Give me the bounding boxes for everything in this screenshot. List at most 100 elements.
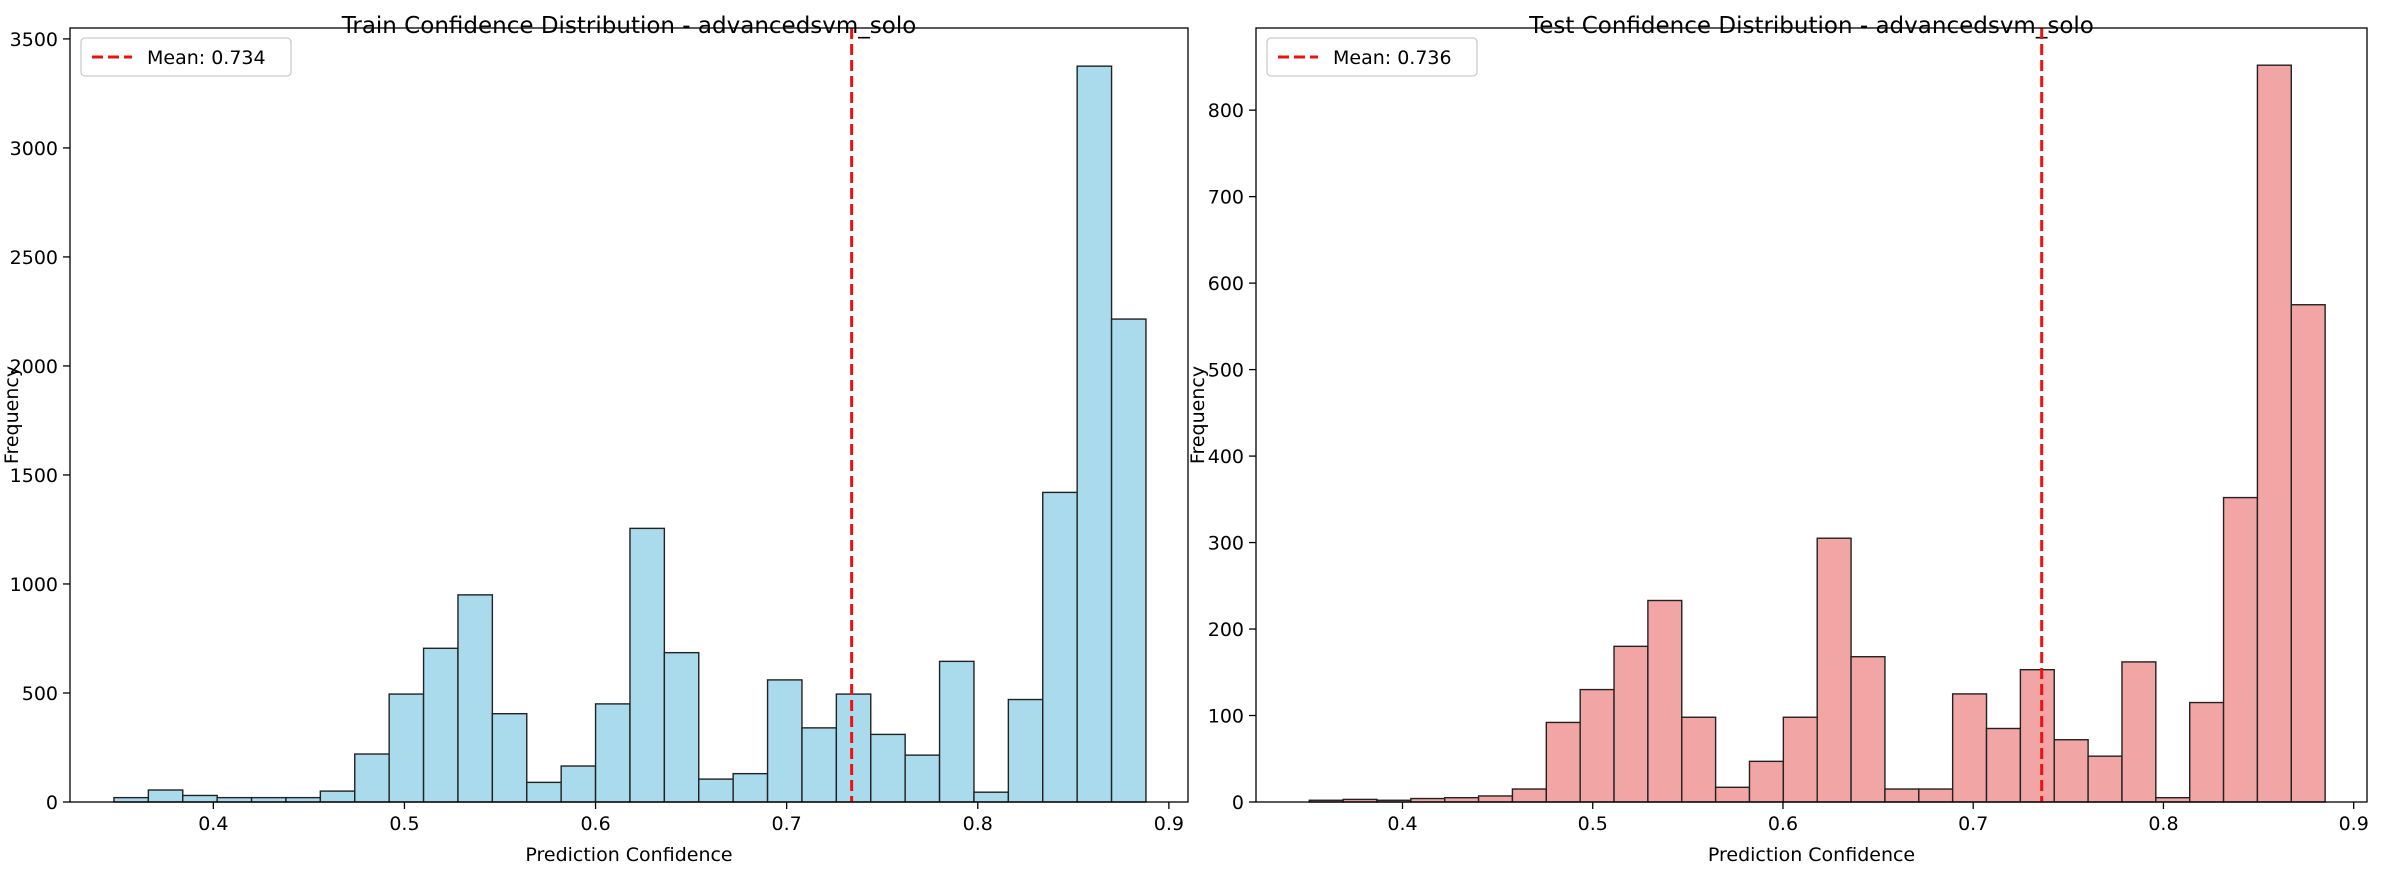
y-tick-label: 1500 (10, 465, 58, 487)
plot-frame (69, 27, 1189, 803)
histogram-bar (1579, 688, 1615, 803)
y-tick-label: 3000 (10, 138, 58, 160)
histogram-bar (2290, 304, 2326, 803)
histogram-bar (285, 796, 322, 803)
histogram-bar (1951, 693, 1988, 803)
y-tick-label: 600 (1208, 273, 1244, 295)
histogram-bar (113, 796, 150, 803)
histogram-bar (388, 693, 425, 803)
histogram-bar (870, 733, 906, 803)
chart-title: Test Confidence Distribution - advanceds… (1528, 13, 2094, 39)
x-tick-label: 0.9 (2339, 813, 2369, 835)
histogram-bar (182, 794, 218, 803)
bars (1308, 64, 2326, 803)
y-axis-label: Frequency (1, 366, 23, 464)
histogram-bar (354, 753, 390, 803)
histogram-bar (250, 796, 287, 803)
histogram-bar (1545, 721, 1581, 803)
histogram-bar (216, 796, 253, 803)
y-tick-label: 700 (1208, 187, 1244, 209)
histogram-bar (1985, 727, 2022, 803)
y-tick-label: 100 (1208, 706, 1244, 728)
histogram-bar (1884, 788, 1920, 803)
histogram-bar (732, 772, 769, 803)
x-ticks: 0.4 0.5 0.6 0.7 0.8 0.9 (1387, 802, 2369, 835)
histogram-bar (1110, 318, 1147, 803)
histogram-bar (1477, 795, 1514, 803)
histogram-bar (904, 754, 941, 803)
x-tick-label: 0.6 (580, 813, 610, 835)
histogram-bar (1007, 698, 1044, 803)
histogram-bar (526, 781, 562, 803)
legend-mean-label: Mean: 0.736 (1333, 47, 1452, 69)
train-histogram-panel: Train Confidence Distribution - advanced… (1, 13, 1189, 866)
legend: Mean: 0.734 (80, 37, 292, 77)
y-tick-label: 800 (1208, 100, 1244, 122)
y-ticks: 0 100 200 300 400 500 600 700 800 (1208, 100, 1256, 814)
chart-title: Train Confidence Distribution - advanced… (341, 13, 917, 39)
y-tick-label: 1000 (10, 574, 58, 596)
legend-box (80, 37, 292, 77)
legend-mean-label: Mean: 0.734 (147, 47, 266, 69)
x-tick-label: 0.9 (1154, 813, 1184, 835)
x-tick-label: 0.7 (772, 813, 802, 835)
histogram-bar (2188, 701, 2225, 803)
histogram-bar (422, 647, 459, 803)
histogram-bar (801, 727, 838, 803)
histogram-bar (1681, 716, 1717, 803)
histogram-bar (1511, 788, 1547, 803)
y-tick-label: 2000 (10, 356, 58, 378)
histogram-bar (1714, 786, 1751, 803)
histogram-bar (1748, 760, 1785, 803)
y-tick-label: 2500 (10, 247, 58, 269)
histogram-bar (1647, 599, 1683, 803)
histogram-bar (147, 789, 184, 803)
histogram-bar (1076, 65, 1113, 803)
test-histogram-panel: Test Confidence Distribution - advanceds… (1187, 13, 2369, 866)
legend: Mean: 0.736 (1266, 37, 1478, 77)
histogram-bar (1042, 491, 1078, 803)
histogram-bar (629, 527, 666, 803)
x-tick-label: 0.4 (198, 813, 228, 835)
histogram-bar (1613, 645, 1649, 803)
histogram-bar (938, 660, 975, 803)
y-tick-label: 400 (1208, 446, 1244, 468)
y-tick-label: 3500 (10, 29, 58, 51)
x-tick-label: 0.5 (1578, 813, 1608, 835)
histogram-bar (2256, 64, 2292, 803)
x-tick-label: 0.7 (1958, 813, 1988, 835)
histogram-bar (1816, 537, 1852, 803)
histogram-bar (663, 651, 700, 803)
x-tick-label: 0.5 (389, 813, 419, 835)
histogram-bar (973, 791, 1010, 803)
histogram-bar (766, 679, 803, 803)
histogram-bar (560, 765, 597, 803)
histogram-bar (698, 778, 734, 803)
y-tick-label: 300 (1208, 533, 1244, 555)
x-ticks: 0.4 0.5 0.6 0.7 0.8 0.9 (198, 802, 1184, 835)
x-axis-label: Prediction Confidence (525, 844, 732, 866)
plot-frame (1255, 27, 2368, 803)
x-tick-label: 0.4 (1387, 813, 1417, 835)
histogram-bar (2222, 496, 2259, 803)
histogram-bar (491, 713, 528, 803)
histogram-bar (2053, 739, 2089, 803)
x-tick-label: 0.8 (2148, 813, 2178, 835)
histogram-bar (319, 790, 356, 803)
y-tick-label: 500 (22, 683, 58, 705)
histogram-bar (594, 703, 631, 803)
x-tick-label: 0.6 (1768, 813, 1798, 835)
histogram-bar (2019, 668, 2055, 803)
y-ticks: 0 500 1000 1500 2000 2500 3000 3500 (10, 29, 70, 814)
histogram-bar (2087, 755, 2123, 803)
y-tick-label: 200 (1208, 619, 1244, 641)
bars (113, 65, 1147, 803)
y-axis-label: Frequency (1187, 366, 1209, 464)
y-tick-label: 500 (1208, 360, 1244, 382)
y-tick-label: 0 (46, 792, 58, 814)
x-axis-label: Prediction Confidence (1708, 844, 1915, 866)
histogram-bar (1918, 788, 1954, 803)
histogram-bar (457, 594, 494, 803)
histogram-bar (1782, 716, 1818, 803)
